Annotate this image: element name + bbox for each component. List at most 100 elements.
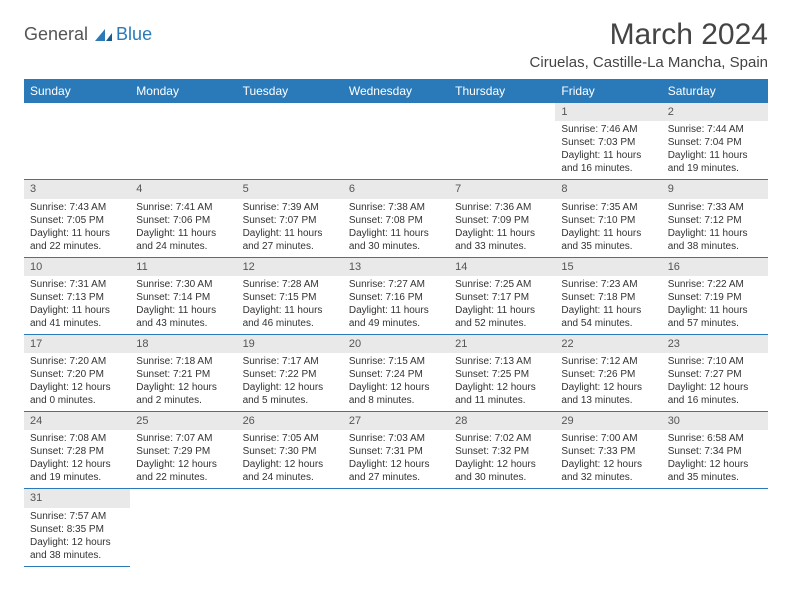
blank-cell [555, 489, 661, 566]
month-title: March 2024 [530, 18, 768, 52]
sunset-line: Sunset: 7:32 PM [455, 445, 549, 458]
sunset-line: Sunset: 7:25 PM [455, 368, 549, 381]
weekday-header: Friday [555, 79, 661, 103]
day-content: Sunrise: 7:43 AMSunset: 7:05 PMDaylight:… [24, 199, 130, 257]
sail-icon [93, 28, 113, 42]
day-content: Sunrise: 7:05 AMSunset: 7:30 PMDaylight:… [237, 430, 343, 488]
day-content: Sunrise: 7:18 AMSunset: 7:21 PMDaylight:… [130, 353, 236, 411]
day-content: Sunrise: 7:17 AMSunset: 7:22 PMDaylight:… [237, 353, 343, 411]
day-cell: 16Sunrise: 7:22 AMSunset: 7:19 PMDayligh… [662, 257, 768, 334]
day-content: Sunrise: 7:10 AMSunset: 7:27 PMDaylight:… [662, 353, 768, 411]
sunrise-line: Sunrise: 7:08 AM [30, 432, 124, 445]
sunset-line: Sunset: 7:33 PM [561, 445, 655, 458]
daylight-line: Daylight: 11 hours and 22 minutes. [30, 227, 124, 253]
sunset-line: Sunset: 7:08 PM [349, 214, 443, 227]
daylight-line: Daylight: 11 hours and 57 minutes. [668, 304, 762, 330]
daylight-line: Daylight: 12 hours and 30 minutes. [455, 458, 549, 484]
sunrise-line: Sunrise: 7:39 AM [243, 201, 337, 214]
weekday-header: Wednesday [343, 79, 449, 103]
sunrise-line: Sunrise: 7:33 AM [668, 201, 762, 214]
day-number: 15 [555, 258, 661, 276]
day-cell: 18Sunrise: 7:18 AMSunset: 7:21 PMDayligh… [130, 334, 236, 411]
weekday-header-row: Sunday Monday Tuesday Wednesday Thursday… [24, 79, 768, 103]
day-cell: 13Sunrise: 7:27 AMSunset: 7:16 PMDayligh… [343, 257, 449, 334]
sunrise-line: Sunrise: 7:12 AM [561, 355, 655, 368]
day-cell: 25Sunrise: 7:07 AMSunset: 7:29 PMDayligh… [130, 412, 236, 489]
day-cell: 4Sunrise: 7:41 AMSunset: 7:06 PMDaylight… [130, 180, 236, 257]
weekday-header: Sunday [24, 79, 130, 103]
day-number: 31 [24, 489, 130, 507]
day-content: Sunrise: 7:57 AMSunset: 8:35 PMDaylight:… [24, 508, 130, 566]
logo: General Blue [24, 18, 152, 45]
day-cell: 12Sunrise: 7:28 AMSunset: 7:15 PMDayligh… [237, 257, 343, 334]
daylight-line: Daylight: 12 hours and 24 minutes. [243, 458, 337, 484]
day-number: 13 [343, 258, 449, 276]
day-number: 24 [24, 412, 130, 430]
daylight-line: Daylight: 12 hours and 11 minutes. [455, 381, 549, 407]
day-number: 12 [237, 258, 343, 276]
daylight-line: Daylight: 11 hours and 30 minutes. [349, 227, 443, 253]
sunset-line: Sunset: 7:07 PM [243, 214, 337, 227]
day-number: 29 [555, 412, 661, 430]
sunrise-line: Sunrise: 7:20 AM [30, 355, 124, 368]
daylight-line: Daylight: 11 hours and 41 minutes. [30, 304, 124, 330]
sunrise-line: Sunrise: 7:46 AM [561, 123, 655, 136]
day-cell: 11Sunrise: 7:30 AMSunset: 7:14 PMDayligh… [130, 257, 236, 334]
day-content: Sunrise: 7:02 AMSunset: 7:32 PMDaylight:… [449, 430, 555, 488]
daylight-line: Daylight: 11 hours and 46 minutes. [243, 304, 337, 330]
day-cell: 29Sunrise: 7:00 AMSunset: 7:33 PMDayligh… [555, 412, 661, 489]
daylight-line: Daylight: 12 hours and 22 minutes. [136, 458, 230, 484]
blank-cell [237, 489, 343, 566]
day-content: Sunrise: 7:15 AMSunset: 7:24 PMDaylight:… [343, 353, 449, 411]
sunrise-line: Sunrise: 7:17 AM [243, 355, 337, 368]
sunset-line: Sunset: 7:10 PM [561, 214, 655, 227]
day-content: Sunrise: 7:08 AMSunset: 7:28 PMDaylight:… [24, 430, 130, 488]
sunset-line: Sunset: 7:14 PM [136, 291, 230, 304]
empty-cell [449, 103, 555, 180]
day-content: Sunrise: 7:22 AMSunset: 7:19 PMDaylight:… [662, 276, 768, 334]
sunrise-line: Sunrise: 7:44 AM [668, 123, 762, 136]
day-content: Sunrise: 7:12 AMSunset: 7:26 PMDaylight:… [555, 353, 661, 411]
sunset-line: Sunset: 7:34 PM [668, 445, 762, 458]
day-content: Sunrise: 7:30 AMSunset: 7:14 PMDaylight:… [130, 276, 236, 334]
location: Ciruelas, Castille-La Mancha, Spain [530, 54, 768, 71]
empty-cell [130, 103, 236, 180]
sunrise-line: Sunrise: 7:23 AM [561, 278, 655, 291]
daylight-line: Daylight: 11 hours and 54 minutes. [561, 304, 655, 330]
day-cell: 22Sunrise: 7:12 AMSunset: 7:26 PMDayligh… [555, 334, 661, 411]
sunrise-line: Sunrise: 7:18 AM [136, 355, 230, 368]
sunrise-line: Sunrise: 7:43 AM [30, 201, 124, 214]
weekday-header: Tuesday [237, 79, 343, 103]
day-content: Sunrise: 7:00 AMSunset: 7:33 PMDaylight:… [555, 430, 661, 488]
sunrise-line: Sunrise: 7:07 AM [136, 432, 230, 445]
sunrise-line: Sunrise: 7:57 AM [30, 510, 124, 523]
day-cell: 9Sunrise: 7:33 AMSunset: 7:12 PMDaylight… [662, 180, 768, 257]
blank-cell [130, 489, 236, 566]
day-number: 25 [130, 412, 236, 430]
sunset-line: Sunset: 7:30 PM [243, 445, 337, 458]
empty-cell [237, 103, 343, 180]
sunrise-line: Sunrise: 7:27 AM [349, 278, 443, 291]
day-number: 26 [237, 412, 343, 430]
sunset-line: Sunset: 7:04 PM [668, 136, 762, 149]
daylight-line: Daylight: 11 hours and 35 minutes. [561, 227, 655, 253]
daylight-line: Daylight: 12 hours and 5 minutes. [243, 381, 337, 407]
daylight-line: Daylight: 12 hours and 2 minutes. [136, 381, 230, 407]
day-content: Sunrise: 7:28 AMSunset: 7:15 PMDaylight:… [237, 276, 343, 334]
sunset-line: Sunset: 7:13 PM [30, 291, 124, 304]
daylight-line: Daylight: 11 hours and 49 minutes. [349, 304, 443, 330]
day-cell: 2Sunrise: 7:44 AMSunset: 7:04 PMDaylight… [662, 103, 768, 180]
logo-text-general: General [24, 24, 88, 45]
daylight-line: Daylight: 11 hours and 33 minutes. [455, 227, 549, 253]
sunset-line: Sunset: 7:27 PM [668, 368, 762, 381]
day-content: Sunrise: 7:39 AMSunset: 7:07 PMDaylight:… [237, 199, 343, 257]
empty-cell [24, 103, 130, 180]
day-cell: 10Sunrise: 7:31 AMSunset: 7:13 PMDayligh… [24, 257, 130, 334]
day-number: 17 [24, 335, 130, 353]
sunrise-line: Sunrise: 7:05 AM [243, 432, 337, 445]
day-number: 4 [130, 180, 236, 198]
day-number: 3 [24, 180, 130, 198]
day-content: Sunrise: 7:44 AMSunset: 7:04 PMDaylight:… [662, 121, 768, 179]
day-cell: 30Sunrise: 6:58 AMSunset: 7:34 PMDayligh… [662, 412, 768, 489]
day-content: Sunrise: 7:07 AMSunset: 7:29 PMDaylight:… [130, 430, 236, 488]
